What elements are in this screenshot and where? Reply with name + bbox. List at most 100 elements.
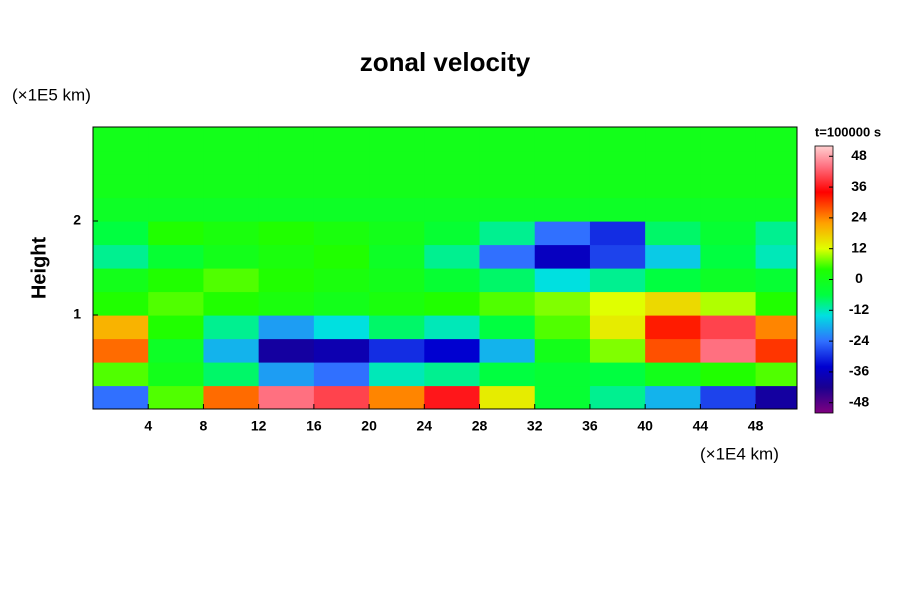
cell — [424, 268, 481, 293]
cell — [424, 315, 481, 340]
cell — [755, 385, 797, 409]
cell — [700, 268, 757, 293]
cell — [534, 385, 591, 409]
cell — [589, 385, 646, 409]
cell — [369, 244, 425, 269]
cell — [534, 268, 591, 293]
cell — [479, 338, 536, 363]
cell — [589, 244, 646, 269]
cell — [534, 244, 591, 269]
cell — [534, 338, 591, 363]
cell — [148, 362, 205, 387]
colorbar-label: t=100000 s — [815, 124, 881, 139]
cell — [203, 268, 260, 293]
cell — [203, 362, 260, 387]
cell — [369, 174, 425, 199]
cell — [203, 338, 260, 363]
colorbar-tick-label: 12 — [851, 239, 867, 255]
cell — [479, 244, 536, 269]
cell — [589, 268, 646, 293]
cell — [93, 174, 149, 199]
cell — [203, 127, 260, 152]
y-axis-label: Height — [28, 237, 50, 300]
cell — [755, 244, 797, 269]
cell — [93, 127, 149, 152]
cell — [93, 244, 149, 269]
colorbar-tick-label: -48 — [849, 393, 869, 409]
y-tick-label: 2 — [73, 212, 81, 228]
cell — [203, 174, 260, 199]
cell — [93, 338, 149, 363]
cell — [589, 291, 646, 316]
cell — [313, 174, 370, 199]
x-tick-label: 40 — [637, 418, 653, 434]
x-tick-label: 24 — [417, 418, 433, 434]
plot-frame — [92, 126, 798, 410]
cell — [534, 362, 591, 387]
cell — [203, 385, 260, 409]
cell — [589, 174, 646, 199]
cell — [645, 150, 701, 175]
cell — [148, 338, 205, 363]
colorbar-tick-label: -12 — [849, 301, 869, 317]
cell — [369, 385, 425, 409]
y-unit: (×1E5 km) — [12, 85, 91, 104]
heatmap — [93, 127, 797, 409]
cell — [589, 150, 646, 175]
cell — [313, 362, 370, 387]
cell — [93, 385, 149, 409]
cell — [258, 221, 315, 246]
cell — [534, 315, 591, 340]
cell — [700, 150, 757, 175]
x-tick-label: 48 — [748, 418, 764, 434]
cell — [424, 385, 481, 409]
cell — [755, 338, 797, 363]
cell — [424, 197, 481, 222]
cell — [755, 197, 797, 222]
cell — [93, 197, 149, 222]
x-tick-label: 32 — [527, 418, 543, 434]
cell — [258, 315, 315, 340]
x-tick-label: 16 — [306, 418, 322, 434]
x-axis-label: (×1E4 km) — [700, 444, 779, 463]
cell — [645, 338, 701, 363]
cell — [755, 315, 797, 340]
cell — [93, 291, 149, 316]
cell — [369, 338, 425, 363]
colorbar-tick-label: 0 — [855, 270, 863, 286]
cell — [148, 291, 205, 316]
cell — [313, 197, 370, 222]
cell — [203, 244, 260, 269]
x-tick-label: 8 — [200, 418, 208, 434]
cell — [258, 291, 315, 316]
cell — [148, 174, 205, 199]
cell — [479, 221, 536, 246]
cell — [93, 362, 149, 387]
cell — [755, 291, 797, 316]
cell — [479, 362, 536, 387]
cell — [589, 362, 646, 387]
cell — [479, 268, 536, 293]
cell — [203, 291, 260, 316]
cell — [148, 385, 205, 409]
cell — [203, 197, 260, 222]
cell — [755, 127, 797, 152]
cell — [700, 291, 757, 316]
colorbar-tick-label: -24 — [849, 332, 869, 348]
cell — [589, 221, 646, 246]
cell — [424, 338, 481, 363]
cell — [258, 338, 315, 363]
cell — [258, 385, 315, 409]
cell — [93, 150, 149, 175]
cell — [589, 197, 646, 222]
cell — [148, 244, 205, 269]
cell — [369, 221, 425, 246]
cell — [700, 362, 757, 387]
cell — [645, 127, 701, 152]
colorbar-tick-label: 36 — [851, 178, 867, 194]
cell — [148, 315, 205, 340]
x-tick-label: 20 — [361, 418, 377, 434]
x-tick-label: 44 — [693, 418, 709, 434]
x-tick-label: 12 — [251, 418, 267, 434]
